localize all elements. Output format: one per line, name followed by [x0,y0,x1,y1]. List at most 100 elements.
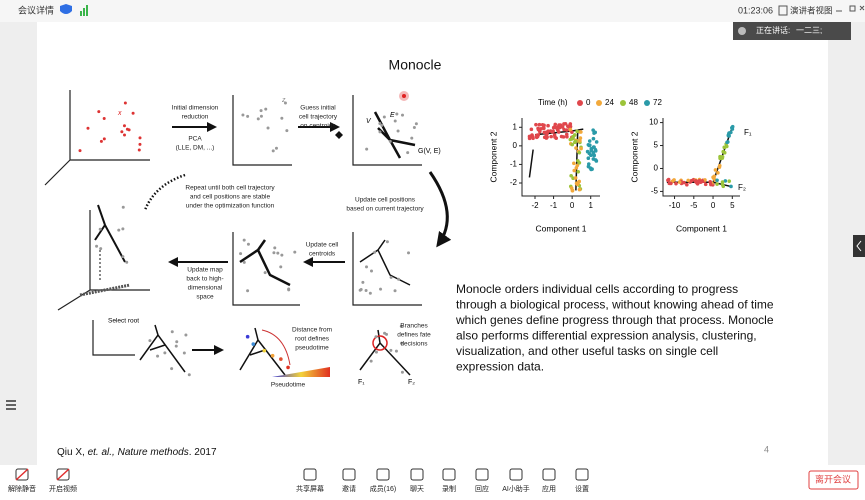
dot [412,125,416,129]
window-controls[interactable] [836,5,865,12]
plot-dot [557,125,562,130]
dot [99,247,103,251]
leave-button[interactable] [808,470,859,490]
step-label: Initial dimension [172,105,219,112]
step-label: (LLE, DM, ...) [176,145,215,152]
plot-dot [562,127,566,132]
toolbar-label[interactable]: 录制 [442,484,456,493]
dot [394,349,398,353]
plot-dot [715,182,719,186]
menu-icon[interactable] [6,400,16,410]
toolbar-label[interactable]: 设置 [575,484,589,493]
legend-swatch [596,100,602,106]
toolbar-label[interactable]: 解除静音 [8,484,36,493]
toolbar-label[interactable]: 回应 [475,484,489,493]
legend-swatch [577,100,583,106]
toolbar-icon[interactable] [542,468,556,481]
plot-dot [542,130,547,135]
plot-dot [712,176,716,181]
dot [98,227,102,231]
dot [137,148,141,152]
plot-dot [700,179,705,184]
dot [123,101,127,105]
plot-dot [709,182,713,187]
leave-label[interactable]: 离开会议 [815,473,851,484]
toolbar-icon[interactable] [410,468,424,481]
plot-dot [578,136,583,140]
step-label: Select root [108,318,139,325]
axes [352,95,422,166]
step-label: space [196,294,214,301]
dot [138,142,142,146]
plot-dot [713,168,718,172]
dot [382,115,386,119]
dot [359,288,363,292]
view-mode[interactable]: 演讲者视图 [790,5,833,15]
plot-dot [546,123,550,128]
plot-dot [593,130,598,135]
legend-title: Time (h) [538,98,568,107]
plot-dot [589,148,594,153]
side-panel-toggle[interactable] [853,235,865,257]
plot-dot [727,134,731,138]
toolbar-icon[interactable] [376,468,390,481]
toolbar-icon[interactable] [56,468,70,481]
toolbar-label[interactable]: AI小助手 [502,484,530,493]
dot [280,116,284,120]
plot-dot [576,170,581,174]
toolbar-icon[interactable] [342,468,356,481]
toolbar-label[interactable]: 开启视频 [49,484,77,493]
dot [127,128,131,132]
dot [399,324,403,328]
x-tick-label: 1 [588,201,593,210]
plot-dot [587,151,592,156]
toolbar-label[interactable]: 邀请 [342,484,356,493]
toolbar-label[interactable]: 共享屏幕 [296,484,324,493]
plot-dot [695,181,700,186]
meeting-info[interactable]: 会议详情 [18,4,54,15]
toolbar-icon[interactable] [442,468,456,481]
dot [266,126,270,130]
graph-label: G(V, E) [418,148,441,155]
toolbar-label[interactable]: 聊天 [410,484,424,493]
toolbar-icon[interactable] [475,468,489,481]
plot-dot [577,187,582,192]
step-label: Guess initial [300,105,336,112]
toolbar-icon[interactable] [509,468,523,481]
x-axis-label: Component 1 [535,223,586,233]
signal-icon [80,11,82,16]
dot [406,151,410,155]
axes [232,232,300,306]
dot [378,121,382,125]
plot-dot [570,142,575,147]
plot-dot [537,122,542,127]
plot-dot [672,178,676,182]
toolbar-label[interactable]: 成员(16) [370,484,396,493]
dot [365,265,369,269]
plot-dot [529,127,534,132]
security-icon[interactable] [60,4,72,14]
toolbar-icon[interactable] [15,468,29,481]
arc [261,329,291,366]
plot-dot [569,186,574,190]
dot [182,351,186,355]
plot-dot [720,154,725,159]
plot-dot [570,137,574,141]
speaking-box [733,22,851,40]
dot [251,342,256,346]
plot-dot [593,149,598,153]
dot [379,287,383,291]
dot [374,350,378,354]
dot [187,373,191,377]
arrow [428,171,452,248]
dot [369,359,373,363]
plot-dot [729,184,733,189]
plot-dot [572,161,576,166]
toolbar-label[interactable]: 应用 [542,484,556,493]
dot [125,260,129,264]
diamond [335,131,343,139]
toolbar-icon[interactable] [575,468,589,481]
toolbar-icon[interactable] [303,468,317,481]
dot [170,330,174,334]
